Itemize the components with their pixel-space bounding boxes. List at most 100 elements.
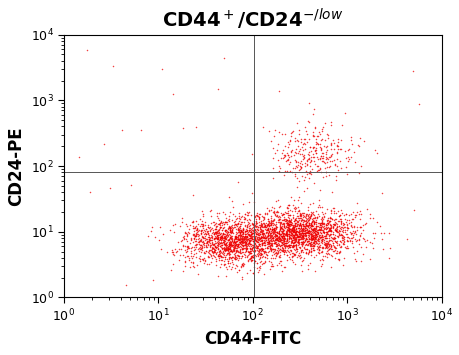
Point (307, 209, 314, 214)
Point (241, 215, 248, 221)
Point (229, 247, 236, 253)
Point (183, 248, 190, 253)
Point (205, 232, 212, 238)
Point (269, 133, 277, 139)
Point (224, 241, 232, 247)
Point (290, 239, 297, 245)
Point (289, 253, 296, 259)
Point (314, 226, 322, 232)
Point (342, 223, 350, 228)
Point (294, 240, 302, 245)
Point (212, 234, 219, 240)
Point (258, 253, 266, 258)
Point (258, 254, 266, 260)
Point (211, 233, 218, 239)
Point (328, 238, 336, 244)
Point (244, 236, 252, 242)
Point (234, 241, 241, 247)
Point (235, 236, 242, 242)
Point (230, 248, 237, 254)
Point (275, 234, 283, 240)
Point (202, 244, 210, 250)
Point (285, 228, 293, 234)
Point (316, 145, 324, 151)
Point (323, 229, 330, 234)
Point (275, 238, 282, 244)
Point (291, 232, 298, 237)
Point (291, 235, 299, 241)
Point (248, 238, 256, 244)
Point (282, 231, 290, 237)
Point (225, 223, 233, 229)
Point (327, 153, 334, 159)
Point (246, 235, 253, 241)
Point (265, 230, 273, 236)
Point (268, 218, 275, 224)
Point (234, 226, 241, 232)
Point (292, 232, 300, 238)
Point (247, 258, 254, 263)
Point (207, 220, 214, 226)
Point (311, 239, 318, 244)
Point (311, 225, 318, 230)
Point (309, 245, 316, 251)
Point (199, 213, 207, 219)
Point (251, 234, 258, 239)
Point (301, 231, 308, 236)
Point (300, 244, 307, 250)
Point (335, 257, 342, 262)
Point (283, 225, 290, 230)
Point (232, 256, 239, 262)
Point (213, 223, 220, 229)
Point (295, 207, 302, 213)
Point (257, 252, 264, 257)
Point (190, 242, 198, 248)
Point (211, 249, 218, 255)
Point (272, 237, 280, 243)
Point (316, 222, 324, 228)
Point (302, 233, 309, 238)
Point (223, 242, 230, 248)
Point (265, 235, 273, 240)
Point (294, 225, 301, 231)
Point (238, 233, 246, 239)
Point (278, 229, 285, 234)
Point (214, 236, 221, 241)
Point (281, 216, 288, 222)
Point (308, 132, 316, 138)
Point (261, 239, 269, 244)
Point (238, 247, 245, 252)
Point (284, 242, 291, 247)
Point (273, 230, 280, 236)
Point (310, 220, 317, 225)
Point (212, 226, 219, 232)
Point (341, 164, 349, 170)
Point (214, 245, 222, 251)
Point (202, 231, 209, 237)
Point (270, 226, 277, 231)
Point (311, 233, 319, 238)
Point (290, 224, 297, 230)
Point (269, 237, 276, 243)
Point (301, 232, 308, 238)
Point (268, 234, 275, 239)
Point (261, 224, 268, 229)
Point (340, 236, 347, 242)
Point (221, 241, 229, 246)
Point (254, 230, 261, 236)
Point (301, 232, 308, 238)
Point (234, 220, 241, 226)
Point (332, 228, 339, 233)
Point (308, 217, 315, 222)
Point (275, 235, 283, 241)
Point (269, 226, 277, 231)
Point (197, 236, 204, 242)
Point (309, 226, 316, 232)
Point (282, 230, 290, 235)
Point (257, 228, 264, 234)
Point (258, 230, 266, 236)
Point (330, 208, 337, 214)
Point (240, 214, 247, 220)
Point (188, 219, 195, 225)
Point (317, 220, 324, 226)
